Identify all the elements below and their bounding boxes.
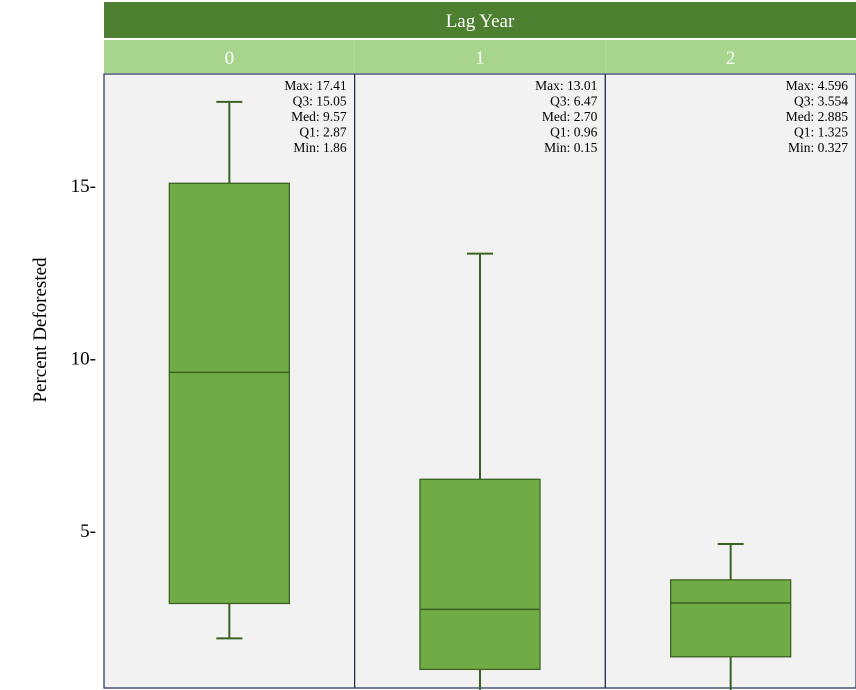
stat-label: Q3: 15.05: [293, 94, 347, 109]
panel-label-bar: 0 1 2: [104, 40, 856, 73]
stat-label: Q1: 1.325: [794, 125, 848, 140]
y-tick-label: 15-: [71, 176, 96, 197]
panel-label-0: 0: [225, 48, 235, 69]
stat-label: Min: 1.86: [293, 140, 347, 155]
panel-label-1: 1: [475, 48, 485, 69]
facet-title-bar: [104, 2, 856, 38]
iqr-box: [168, 182, 290, 605]
stat-label: Min: 0.15: [544, 140, 598, 155]
y-tick-label: 10-: [71, 349, 96, 370]
stat-label: Med: 2.70: [542, 109, 598, 124]
stat-label: Min: 0.327: [788, 140, 848, 155]
y-axis-label: Percent Deforested: [30, 257, 51, 403]
stat-label: Q1: 2.87: [299, 125, 347, 140]
panel-label-bg-0: [104, 40, 355, 73]
iqr-box: [670, 579, 792, 658]
stat-label: Med: 2.885: [786, 109, 848, 124]
stat-label: Med: 9.57: [291, 109, 347, 124]
y-tick-label: 5-: [80, 521, 96, 542]
panel-label-bg-2: [605, 40, 856, 73]
panel-label-2: 2: [726, 48, 736, 69]
facet-title: Lag Year: [446, 11, 515, 32]
stat-label: Q1: 0.96: [550, 125, 598, 140]
panel-label-bg-1: [354, 40, 606, 73]
stat-label: Max: 17.41: [284, 78, 346, 93]
stat-label: Max: 13.01: [535, 78, 597, 93]
iqr-box: [419, 478, 541, 671]
stat-label: Q3: 6.47: [550, 94, 598, 109]
y-axis: 5- 10- 15-: [71, 176, 96, 542]
stat-label: Q3: 3.554: [794, 94, 848, 109]
stat-label: Max: 4.596: [786, 78, 848, 93]
